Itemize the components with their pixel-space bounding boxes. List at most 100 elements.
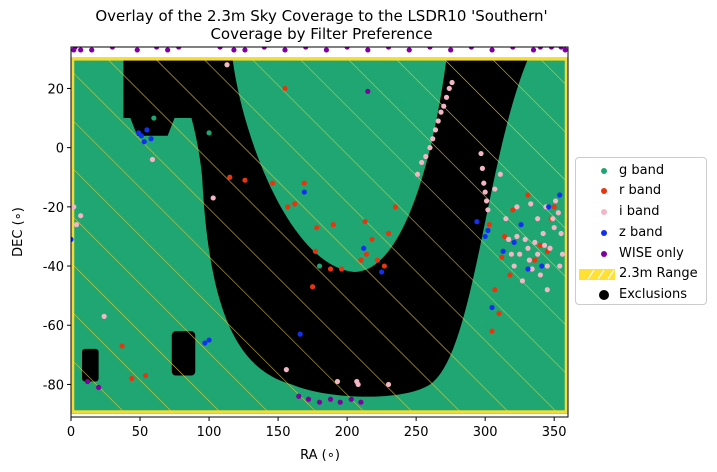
legend-item-z-band: z band: [576, 223, 706, 243]
point-i-band: [528, 201, 534, 207]
x-tick-label: 0: [67, 425, 75, 440]
point-r-band: [327, 266, 334, 272]
point-wise-only: [323, 47, 330, 53]
point-r-band: [499, 254, 505, 260]
y-axis-ticks: -80 -60 -40 -20 0 20: [43, 82, 71, 393]
point-wise-only: [109, 47, 116, 50]
legend-item-range: 2.3m Range: [576, 264, 706, 284]
point-r-band: [507, 272, 513, 278]
point-z-band: [138, 133, 145, 139]
point-wise-only: [303, 47, 309, 50]
point-wise-only: [134, 47, 140, 53]
point-wise-only: [316, 399, 323, 405]
point-i-band: [492, 186, 498, 192]
point-z-band: [474, 219, 480, 225]
y-axis-label: DEC (∘): [11, 207, 26, 257]
point-i-band: [149, 156, 156, 163]
point-z-band: [297, 331, 303, 337]
point-i-band: [78, 213, 84, 219]
point-i-band: [508, 251, 514, 257]
point-wise-only: [510, 47, 516, 50]
point-z-band: [482, 233, 488, 240]
point-r-band: [242, 177, 248, 183]
point-z-band: [557, 192, 563, 198]
point-r-band: [392, 204, 399, 210]
y-tick-label: 0: [56, 142, 64, 157]
point-i-band: [555, 210, 561, 216]
point-r-band: [385, 230, 392, 237]
x-tick-label: 50: [132, 425, 149, 440]
point-wise-only: [558, 47, 564, 50]
y-tick-label: 20: [47, 82, 64, 97]
point-i-band: [497, 171, 503, 177]
point-wise-only: [84, 378, 91, 385]
point-wise-only: [530, 47, 537, 53]
point-wise-only: [537, 47, 543, 50]
point-i-band: [503, 216, 509, 222]
point-wise-only: [427, 47, 433, 50]
legend-dot-icon: [601, 251, 607, 257]
x-tick-label: 200: [335, 425, 360, 440]
point-wise-only: [365, 47, 371, 53]
range-outline: [71, 57, 568, 414]
point-r-band: [369, 236, 375, 242]
point-z-band: [206, 337, 212, 343]
point-r-band: [285, 204, 291, 210]
legend: g band r band i band z band WISE only 2.…: [575, 157, 707, 305]
x-tick-label: 250: [404, 425, 429, 440]
point-r-band: [501, 233, 508, 240]
point-i-band: [547, 245, 553, 251]
point-g-band: [399, 100, 405, 106]
point-i-band: [432, 127, 439, 133]
point-i-band: [449, 79, 455, 86]
point-i-band: [441, 103, 447, 109]
point-z-band: [71, 236, 74, 242]
point-i-band: [544, 287, 550, 293]
point-z-band: [379, 269, 385, 275]
point-wise-only: [448, 47, 454, 53]
point-wise-only: [305, 396, 312, 402]
point-z-band: [148, 136, 154, 142]
point-i-band: [550, 216, 556, 222]
point-wise-only: [365, 88, 371, 94]
point-r-band: [129, 375, 135, 382]
point-wise-only: [217, 47, 223, 50]
x-tick-label: 350: [542, 425, 567, 440]
point-z-band: [518, 222, 524, 228]
point-wise-only: [337, 399, 343, 405]
point-i-band: [529, 266, 535, 272]
point-wise-only: [489, 47, 495, 53]
point-i-band: [419, 159, 425, 166]
point-i-band: [481, 180, 487, 186]
y-tick-label: -40: [43, 260, 64, 275]
point-r-band: [330, 222, 336, 228]
point-r-band: [312, 248, 318, 254]
legend-dot-icon: [601, 230, 607, 236]
point-z-band: [361, 245, 367, 251]
point-r-band: [269, 180, 276, 186]
point-wise-only: [344, 47, 350, 50]
point-i-band: [526, 257, 532, 263]
legend-dot-icon: [601, 168, 607, 174]
point-r-band: [381, 263, 387, 269]
legend-label: i band: [619, 204, 660, 219]
data-points: [71, 47, 568, 405]
y-tick-label: -60: [43, 319, 64, 334]
x-axis-ticks: 0 50 100 150 200 250 300 350: [67, 417, 567, 440]
point-z-band: [500, 248, 506, 254]
point-wise-only: [78, 47, 84, 53]
point-i-band: [414, 171, 421, 177]
point-r-band: [510, 207, 516, 213]
x-tick-label: 150: [266, 425, 291, 440]
legend-dot-icon: [601, 188, 607, 194]
legend-item-r-band: r band: [576, 181, 706, 201]
point-i-band: [558, 230, 564, 237]
legend-item-g-band: g band: [576, 161, 706, 181]
point-i-band: [522, 236, 528, 242]
chart-title-line-1: Overlay of the 2.3m Sky Coverage to the …: [95, 7, 548, 25]
point-i-band: [430, 136, 436, 142]
point-i-band: [517, 251, 523, 257]
point-i-band: [540, 230, 546, 237]
point-i-band: [511, 263, 517, 269]
point-wise-only: [71, 47, 77, 53]
